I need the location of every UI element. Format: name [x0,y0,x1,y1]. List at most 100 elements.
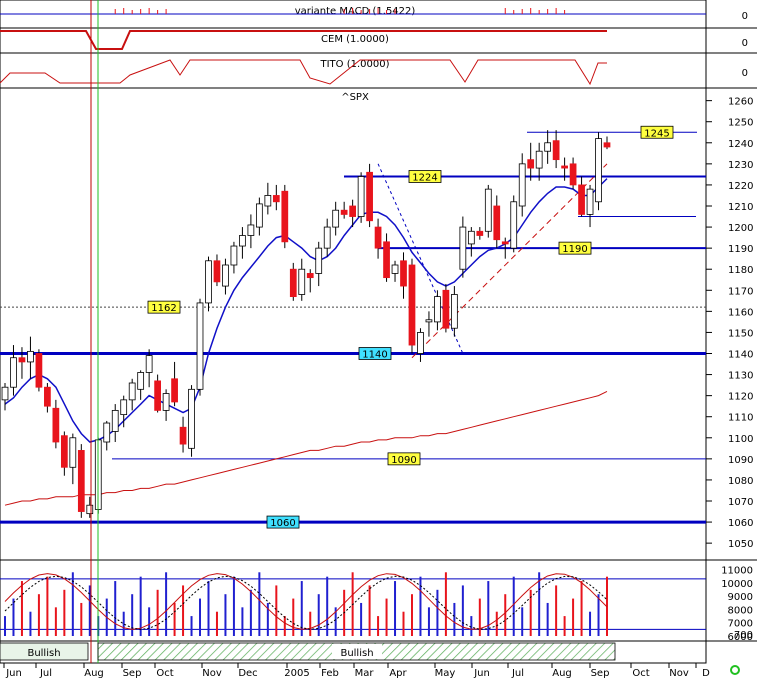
trend-band-label: Bullish [340,648,373,659]
candle-body [18,357,26,363]
volume-tick-label: 7000 [728,619,753,630]
candle-body [60,435,68,468]
price-tick-label: 1120 [728,392,753,403]
price-tick-label: 1230 [728,160,753,171]
price-tick-label: 1260 [728,97,753,108]
candle-body [111,409,119,432]
candle-body [476,230,484,236]
candle-body [255,203,263,228]
level-label-text: 1090 [391,455,416,466]
candle-body [222,264,229,287]
level-label-box [387,452,421,466]
candle-body [120,399,128,416]
month-label: Nov [202,668,222,678]
price-tick-label: 1190 [728,244,753,255]
price-axis: 1050 1060 1070 1080 1090 1100 1110 1120 1130 1140… [706,97,753,550]
level-label-text: 1245 [644,128,669,139]
month-label: Sep [123,668,142,678]
month-label: Jul [39,668,52,678]
month-label: Aug [84,668,104,678]
price-tick-label: 1070 [728,497,753,508]
volume-tick-label: 9000 [728,592,753,603]
candle-body [535,150,543,169]
price-tick-label: 1240 [728,139,753,150]
candle-body [332,209,340,228]
level-label-box [147,300,181,314]
ma-long-line [4,390,608,506]
month-label: Jul [511,668,524,678]
candle-body [510,201,518,249]
price-tick-label: 1200 [728,223,753,234]
candle-body [459,226,467,270]
candle-body [86,504,94,515]
candle-body [264,195,272,207]
volume-tick-label: 11000 [721,566,753,577]
candle-body [103,422,111,443]
price-tick-label: 1160 [728,307,753,318]
candle-body [349,205,357,217]
candle-body [35,353,43,388]
support-resistance-levels [0,131,706,524]
cem-title: CEM (1.0000) [321,34,389,45]
macd-value-label: 0 [742,11,748,22]
candle-body [552,140,560,161]
candle-body [247,224,255,236]
volume-tick-label: 700 [734,630,753,641]
candle-body [442,289,450,329]
tito-path [0,59,607,86]
candle-body [569,163,577,186]
level-label-text: 1162 [151,303,176,314]
tito-line [0,59,607,86]
price-tick-label: 1210 [728,202,753,213]
candles [1,130,611,518]
status-icon[interactable] [730,665,740,675]
candle-body [179,426,187,445]
candle-body [69,437,77,468]
price-tick-label: 1220 [728,181,753,192]
level-label-text: 1140 [362,350,387,361]
candle-body [340,209,348,215]
candle-body [467,230,475,245]
candle-body [383,241,390,279]
cem-path [0,30,607,50]
candle-body [27,350,34,363]
candle-body [586,188,594,215]
candle-body [417,332,424,354]
candle-body [306,273,314,279]
month-label: Jun [5,668,22,678]
candle-body [391,264,399,274]
price-tick-label: 1100 [728,434,753,445]
volume-tick-label: 6000 [728,632,753,643]
candle-body [374,226,382,249]
level-label-box [408,170,442,183]
candle-body [493,205,501,241]
candle-body [145,355,153,373]
level-label-box [358,347,392,360]
price-tick-label: 1170 [728,286,753,297]
candle-body [239,235,246,247]
price-tick-label: 1150 [728,328,753,339]
candle-body [578,184,585,215]
candle-body [281,190,289,243]
level-label-text: 1060 [270,518,295,529]
month-label: Oct [632,668,649,678]
volume-tick-label: 10000 [721,579,753,590]
month-label: Sep [591,668,610,678]
trend-band-plain [0,642,89,661]
candle-body [518,163,526,207]
month-label: 2005 [284,668,309,678]
level-label-box [640,125,674,139]
candle-body [501,241,509,245]
macd-histogram [0,8,706,15]
price-tick-label: 1110 [728,413,753,424]
candle-body [315,247,323,274]
candle-body [400,260,407,287]
candle-body [205,260,212,304]
candle-body [527,159,535,169]
month-label: Feb [321,668,339,678]
stochastic-signal-line [4,575,608,630]
level-label-text: 1224 [412,173,437,184]
volume-tick-label: 8000 [728,605,753,616]
level-label-text: 1190 [562,244,587,255]
candle-body [603,142,611,148]
